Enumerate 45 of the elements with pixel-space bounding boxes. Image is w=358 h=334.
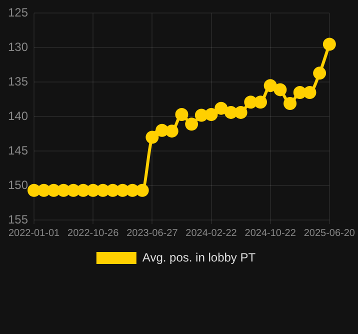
point [96, 184, 110, 197]
x-tick-label: 2022-10-26 [68, 228, 120, 239]
x-tick-label: 2024-02-22 [186, 228, 238, 239]
point [136, 184, 149, 197]
point [175, 108, 188, 122]
point [86, 184, 100, 197]
point [57, 184, 70, 197]
y-tick-label: 145 [8, 143, 28, 158]
point [274, 83, 287, 96]
point [322, 38, 336, 51]
point [224, 106, 238, 119]
point [194, 108, 208, 122]
point [165, 124, 178, 138]
point [264, 79, 277, 92]
point [303, 86, 316, 99]
point [313, 66, 326, 80]
x-tick-label: 2024-10-22 [244, 228, 296, 239]
point [244, 96, 258, 109]
point [146, 130, 159, 144]
point [37, 184, 50, 197]
point [47, 184, 60, 197]
x-tick-label: 2025-06-20 [304, 228, 356, 239]
x-tick-label: 2022-01-01 [8, 228, 60, 239]
point [234, 106, 248, 119]
point [66, 184, 80, 197]
point [204, 108, 218, 122]
point [106, 184, 120, 197]
x-tick-label: 2023-06-27 [126, 228, 178, 239]
y-tick-label: 125 [8, 6, 28, 20]
point [284, 97, 297, 110]
point [126, 184, 139, 197]
y-tick-label: 140 [8, 108, 28, 123]
point [156, 124, 169, 137]
point [116, 184, 130, 197]
legend-label: Avg. pos. in lobby PT [142, 250, 256, 264]
point [254, 96, 267, 109]
point [293, 86, 306, 99]
point [76, 184, 90, 197]
y-tick-label: 155 [8, 212, 28, 226]
y-tick-label: 130 [8, 40, 28, 54]
point [185, 118, 198, 131]
point [214, 102, 228, 115]
y-tick-label: 135 [8, 74, 28, 88]
y-tick-label: 150 [8, 178, 28, 192]
point [28, 184, 41, 197]
